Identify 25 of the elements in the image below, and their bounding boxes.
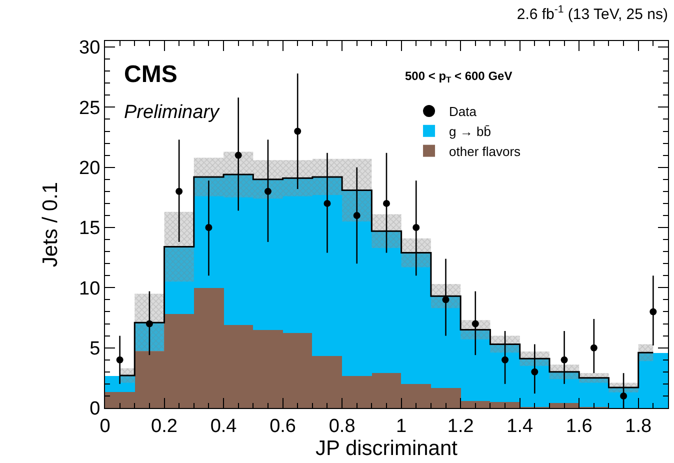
y-tick-label: 5 [90, 338, 100, 360]
legend-label: Data [449, 104, 478, 120]
x-axis-title: JP discriminant [316, 437, 458, 460]
chart-title: 2.6 fb$^{-1}$ (13 TeV, 25 ns) [516, 4, 668, 23]
legend-label: g → bb̄ [449, 124, 491, 139]
y-tick-label: 0 [90, 398, 100, 420]
x-tick-label: 0.8 [328, 416, 356, 437]
y-tick-label: 30 [79, 38, 100, 59]
y-tick-label: 25 [79, 98, 100, 119]
y-tick-label: 10 [79, 278, 100, 300]
x-tick-label: 1.6 [566, 416, 592, 437]
x-tick-label: 1.2 [447, 416, 474, 437]
x-tick-label: 0.4 [210, 416, 238, 437]
annotation: Preliminary [124, 102, 221, 123]
x-tick-label: 1.4 [506, 416, 534, 437]
annotation: 500 < p$_{T}$ < 600 GeV [405, 69, 512, 85]
y-axis-title: Jets / 0.1 [39, 182, 62, 268]
x-tick-label: 1.8 [625, 416, 652, 437]
y-tick-label: 15 [79, 218, 100, 240]
x-tick-label: 0.2 [151, 416, 178, 437]
x-tick-label: 0.6 [270, 416, 296, 437]
annotation: CMS [124, 61, 178, 88]
y-tick-label: 20 [79, 158, 100, 179]
legend-label: other flavors [449, 144, 522, 159]
x-tick-label: 1 [396, 416, 407, 437]
